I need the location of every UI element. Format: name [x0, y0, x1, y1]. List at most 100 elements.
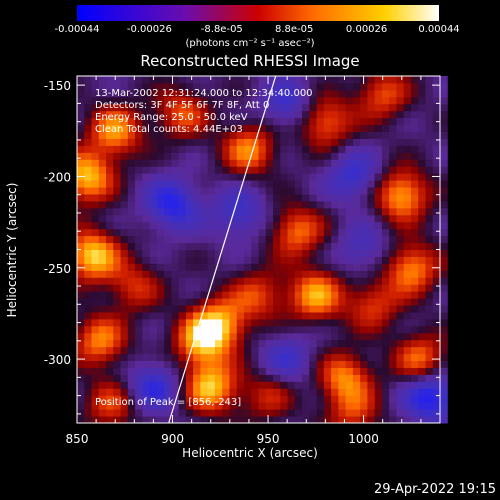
heatmap-cell	[410, 193, 419, 202]
heatmap-cell	[440, 193, 448, 202]
heatmap-cell	[91, 409, 100, 417]
heatmap-cell	[91, 214, 100, 223]
heatmap-cell	[251, 318, 259, 327]
heatmap-cell	[229, 325, 238, 334]
heatmap-cell	[294, 360, 303, 368]
heatmap-cell	[84, 339, 93, 348]
heatmap-cell	[418, 416, 426, 424]
heatmap-cell	[294, 166, 303, 174]
heatmap-cell	[360, 221, 368, 230]
heatmap-cell	[309, 318, 318, 327]
heatmap-cell	[403, 409, 412, 417]
heatmap-cell	[77, 416, 85, 424]
heatmap-cell	[265, 291, 274, 299]
heatmap-cell	[171, 305, 180, 313]
heatmap-cell	[432, 228, 441, 237]
heatmap-cell	[200, 325, 209, 334]
heatmap-cell	[440, 291, 448, 299]
heatmap-cell	[91, 138, 100, 146]
heatmap-cell	[135, 367, 143, 375]
heatmap-cell	[280, 214, 289, 223]
heatmap-cell	[178, 291, 187, 299]
heatmap-cell	[258, 381, 267, 389]
heatmap-cell	[374, 82, 383, 91]
heatmap-cell	[287, 173, 296, 181]
heatmap-cell	[432, 402, 441, 410]
heatmap-cell	[207, 89, 216, 98]
heatmap-cell	[185, 228, 194, 237]
heatmap-cell	[432, 360, 441, 368]
heatmap-cell	[367, 388, 376, 396]
heatmap-cell	[352, 166, 361, 174]
heatmap-cell	[367, 360, 376, 368]
heatmap-cell	[352, 270, 361, 278]
heatmap-cell	[178, 110, 187, 119]
heatmap-cell	[178, 193, 187, 202]
heatmap-cell	[91, 346, 100, 355]
heatmap-cell	[113, 214, 122, 223]
heatmap-cell	[113, 256, 122, 264]
heatmap-cell	[418, 180, 426, 188]
heatmap-cell	[440, 173, 448, 181]
heatmap-cell	[251, 82, 259, 91]
heatmap-cell	[425, 409, 434, 417]
heatmap-cell	[113, 305, 122, 313]
heatmap-cell	[280, 145, 289, 153]
heatmap-cell	[193, 207, 201, 216]
heatmap-cell	[178, 263, 187, 271]
y-axis-label: Heliocentric Y (arcsec)	[5, 182, 19, 318]
heatmap-cell	[222, 332, 230, 341]
heatmap-cell	[98, 173, 107, 181]
heatmap-cell	[77, 339, 85, 348]
heatmap-cell	[98, 214, 107, 223]
heatmap-cell	[396, 402, 405, 410]
heatmap-cell	[193, 318, 201, 327]
heatmap-cell	[432, 103, 441, 112]
heatmap-cell	[273, 277, 281, 285]
heatmap-cell	[432, 305, 441, 313]
heatmap-cell	[345, 374, 354, 382]
heatmap-cell	[440, 311, 448, 320]
heatmap-cell	[432, 200, 441, 209]
heatmap-cell	[171, 131, 180, 139]
heatmap-cell	[135, 138, 143, 146]
heatmap-cell	[84, 76, 93, 84]
heatmap-cell	[200, 402, 209, 410]
heatmap-cell	[389, 221, 397, 230]
heatmap-cell	[127, 360, 136, 368]
heatmap-cell	[243, 381, 252, 389]
heatmap-cell	[418, 173, 426, 181]
heatmap-cell	[309, 332, 318, 341]
heatmap-cell	[236, 367, 245, 375]
heatmap-cell	[367, 311, 376, 320]
heatmap-cell	[243, 235, 252, 244]
heatmap-cell	[171, 96, 180, 105]
heatmap-cell	[294, 242, 303, 250]
heatmap-cell	[331, 291, 339, 299]
heatmap-cell	[403, 263, 412, 271]
heatmap-cell	[294, 124, 303, 133]
heatmap-cell	[156, 353, 165, 362]
heatmap-cell	[352, 180, 361, 188]
heatmap-cell	[360, 193, 368, 202]
heatmap-cell	[91, 381, 100, 389]
heatmap-cell	[360, 187, 368, 195]
heatmap-cell	[374, 228, 383, 237]
heatmap-cell	[236, 263, 245, 271]
heatmap-cell	[120, 82, 129, 91]
heatmap-cell	[410, 291, 419, 299]
heatmap-cell	[135, 235, 143, 244]
heatmap-cell	[229, 131, 238, 139]
heatmap-cell	[200, 96, 209, 105]
heatmap-cell	[302, 131, 310, 139]
heatmap-cell	[389, 346, 397, 355]
heatmap-cell	[396, 305, 405, 313]
heatmap-cell	[403, 82, 412, 91]
heatmap-cell	[309, 180, 318, 188]
heatmap-cell	[287, 291, 296, 299]
heatmap-cell	[164, 277, 172, 285]
heatmap-cell	[418, 187, 426, 195]
heatmap-cell	[214, 409, 223, 417]
heatmap-cell	[77, 103, 85, 112]
heatmap-cell	[243, 166, 252, 174]
